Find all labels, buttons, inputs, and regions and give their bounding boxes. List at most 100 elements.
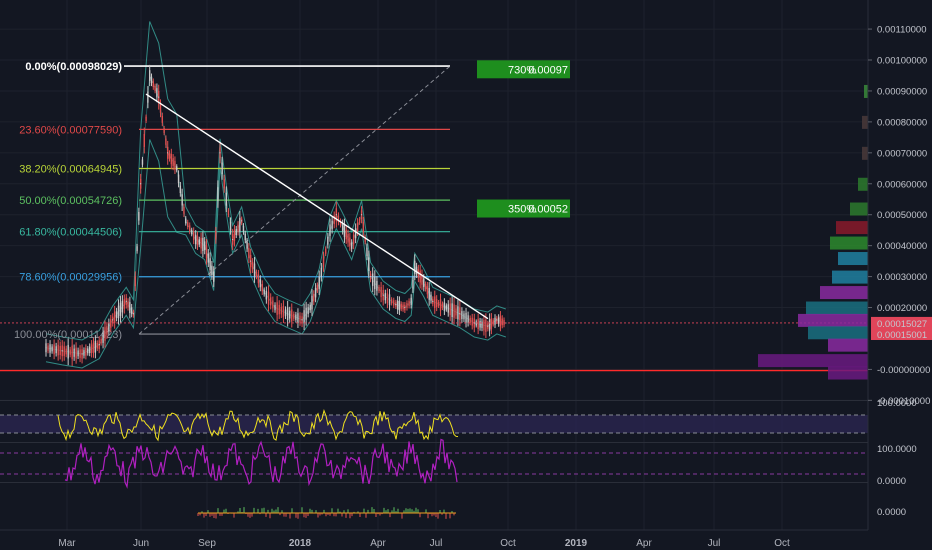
candle-body	[307, 307, 309, 315]
price-point-26	[318, 282, 320, 284]
candle-body	[235, 229, 237, 236]
price-point-43	[487, 325, 489, 327]
candle-body	[371, 273, 374, 286]
candle-body	[347, 233, 349, 243]
candle-body	[343, 224, 346, 237]
candle-body	[51, 346, 53, 352]
candle-body	[469, 317, 471, 323]
vp-bar-6	[830, 236, 868, 250]
candle-body	[77, 350, 79, 357]
candle-body	[88, 346, 91, 354]
candle-body	[483, 320, 485, 331]
price-label-6: 0.00050000	[877, 210, 927, 221]
time-label-0: Mar	[58, 538, 76, 549]
rsi-band	[0, 415, 868, 433]
candle-body	[441, 303, 444, 308]
candle-body	[305, 307, 307, 320]
vp-bar-9	[820, 286, 868, 300]
candle-body	[71, 345, 73, 360]
price-label-8: 0.00030000	[877, 272, 927, 283]
candle-body	[291, 309, 293, 322]
candle-body	[366, 247, 368, 257]
candle-body	[53, 344, 55, 355]
candle-body	[354, 228, 357, 239]
time-label-3: 2018	[289, 538, 312, 549]
volume-profile	[758, 84, 868, 380]
candle-body	[92, 342, 95, 353]
candle-body	[447, 304, 449, 313]
time-label-10: Oct	[774, 538, 790, 549]
stoch-scale-top: 100.0000	[877, 444, 917, 455]
candle-body	[223, 179, 225, 189]
candle-body	[331, 220, 333, 230]
candle-body	[129, 302, 131, 313]
price-point-36	[410, 300, 412, 302]
candle-body	[117, 305, 120, 319]
candle-body	[368, 257, 370, 272]
candle-body	[221, 162, 223, 175]
price-point-18	[232, 238, 234, 241]
candle-body	[147, 91, 149, 103]
candle-body	[415, 266, 418, 275]
candle-body	[141, 159, 144, 165]
price-point-16	[219, 152, 221, 154]
candle-body	[259, 279, 262, 288]
price-point-1	[61, 350, 63, 352]
candle-body	[209, 258, 211, 271]
candle-body	[170, 153, 173, 165]
vp-bar-7	[838, 252, 868, 266]
target-box-1[interactable]: 350%0.00052	[477, 199, 570, 218]
candle-body	[421, 274, 423, 285]
candle-body	[110, 319, 112, 328]
fibonacci-retracement[interactable]: 0.00%(0.00098029) 23.60%(0.00077590) 38.20…	[14, 61, 451, 341]
price-point-31	[360, 214, 363, 216]
candle-body	[152, 81, 154, 87]
target-labels[interactable]: 730%0.00097 350%0.00052	[477, 60, 570, 218]
candle-body	[233, 230, 236, 242]
price-point-22	[274, 306, 276, 309]
candle-body	[479, 321, 481, 328]
candle-body	[163, 128, 165, 133]
candle-body	[229, 221, 232, 231]
candle-body	[205, 245, 208, 259]
macd-scale-label: 0.0000	[877, 507, 906, 518]
candle-body	[198, 239, 200, 245]
candle-body	[251, 261, 254, 270]
price-point-39	[432, 300, 434, 302]
candle-body	[485, 319, 487, 332]
time-axis[interactable]: Mar Jun Sep 2018 Apr Jul Oct 2019 Apr Jul Oct	[0, 529, 868, 549]
candle-body	[349, 237, 351, 247]
candle-body	[362, 221, 365, 233]
candle-body	[293, 313, 295, 319]
indicator-panels	[0, 400, 868, 519]
vp-bar-4	[850, 202, 868, 216]
fib-diagonal	[138, 65, 451, 335]
candle-body	[69, 349, 71, 355]
candle-body	[55, 346, 57, 354]
descending-trendline[interactable]	[145, 93, 489, 320]
fib-label-4: 61.80%(0.00044506)	[19, 227, 122, 239]
candle-body	[339, 220, 342, 226]
candle-body	[102, 332, 104, 343]
candle-body	[154, 86, 156, 91]
price-point-14	[204, 245, 206, 247]
candle-body	[284, 309, 287, 316]
candle-body	[398, 301, 401, 311]
target-box-0[interactable]: 730%0.00097	[477, 60, 570, 79]
candle-body	[313, 293, 315, 302]
panel-divider-rsi	[0, 400, 868, 401]
price-axis[interactable]: 0.00110000 0.00100000 0.00090000 0.00080000…	[867, 0, 932, 530]
vp-bar-15	[828, 366, 868, 380]
candle-body	[73, 348, 75, 357]
price-point-4	[112, 319, 114, 321]
candle-body	[257, 274, 260, 284]
price-point-10	[167, 152, 169, 154]
price-point-12	[185, 220, 187, 222]
vp-bar-5	[836, 221, 868, 235]
candle-body	[267, 291, 270, 305]
current-price-label: 0.00015027	[877, 319, 927, 330]
trend-drawings[interactable]	[0, 93, 868, 372]
candle-body	[461, 311, 463, 319]
candle-body	[272, 300, 274, 309]
